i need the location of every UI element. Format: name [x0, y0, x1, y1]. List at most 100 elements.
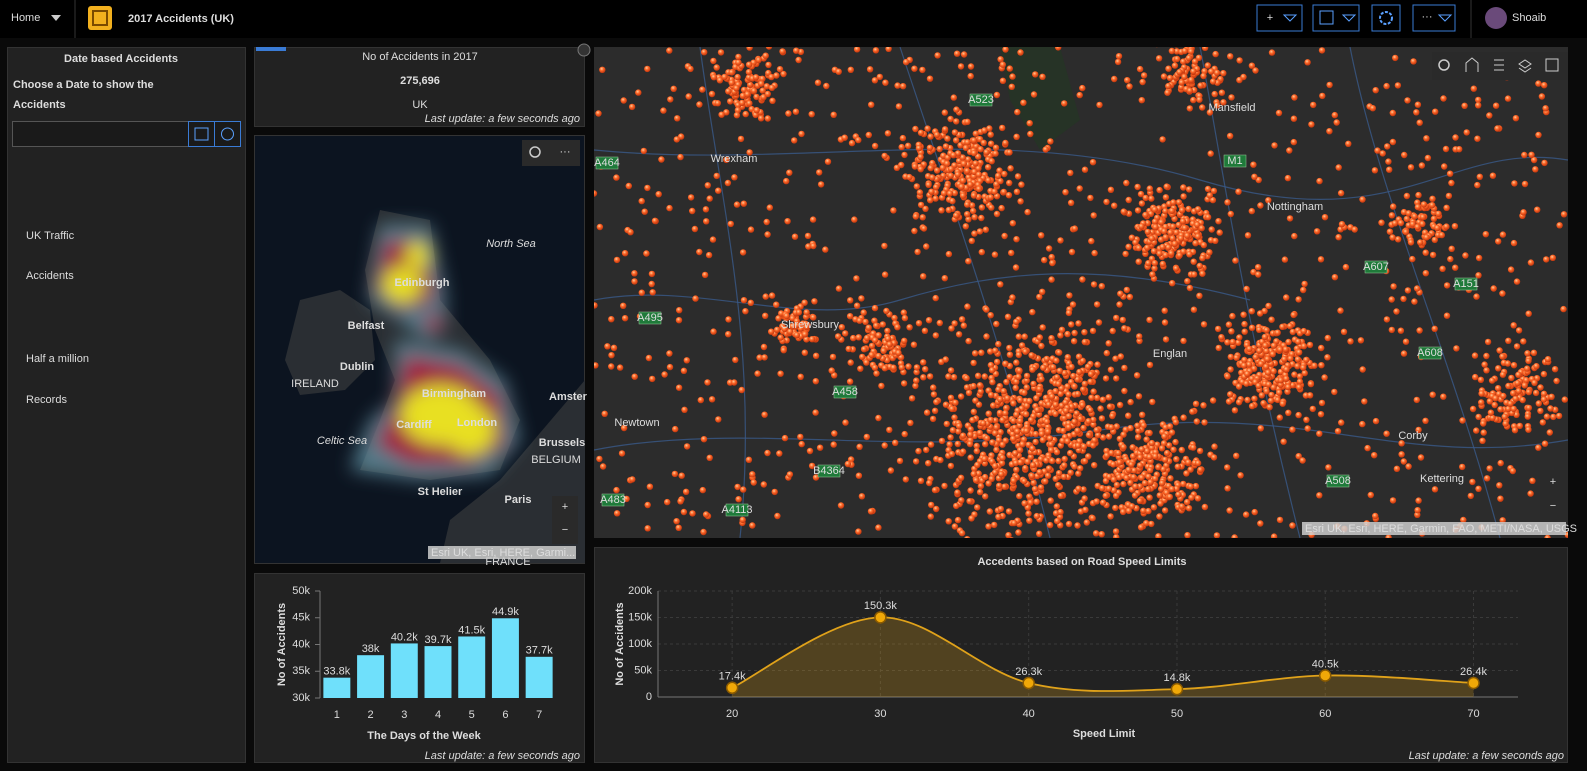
- home-icon[interactable]: [1465, 57, 1479, 72]
- accident-dot: [931, 486, 939, 494]
- accident-dot: [922, 366, 929, 373]
- accident-dot: [1146, 429, 1153, 437]
- zoom-out[interactable]: −: [1550, 500, 1556, 512]
- settings-icon[interactable]: [1379, 11, 1393, 25]
- accident-dot: [1015, 333, 1022, 340]
- user-avatar[interactable]: [1485, 7, 1507, 29]
- accident-dot: [1301, 280, 1308, 288]
- accident-dot: [1013, 236, 1020, 243]
- accident-dot: [1125, 412, 1132, 419]
- accident-dot: [1000, 188, 1007, 196]
- accident-dot: [1422, 249, 1429, 256]
- accident-dot: [677, 498, 684, 505]
- accident-dot: [1136, 337, 1143, 345]
- calendar-icon[interactable]: [194, 127, 209, 141]
- accident-dot: [1173, 229, 1180, 236]
- zoom-in[interactable]: +: [1550, 476, 1556, 488]
- accident-dot: [945, 518, 952, 525]
- more-button[interactable]: [1412, 4, 1456, 32]
- save-icon[interactable]: [1319, 10, 1334, 25]
- accident-dot: [1534, 206, 1541, 213]
- accident-dot: [873, 370, 880, 377]
- accident-dot: [1215, 218, 1222, 225]
- layers-icon[interactable]: [1518, 59, 1532, 73]
- add-button[interactable]: [1256, 4, 1303, 32]
- basemap-icon[interactable]: [1545, 58, 1559, 72]
- accident-dot: [1120, 208, 1127, 215]
- accident-dot: [881, 442, 888, 449]
- panel-handle[interactable]: [577, 43, 591, 57]
- accident-dot: [907, 419, 914, 427]
- search-icon[interactable]: [1438, 59, 1450, 71]
- list-icon[interactable]: [1494, 59, 1504, 71]
- zoom-out[interactable]: −: [562, 524, 568, 536]
- accident-dot: [1042, 478, 1049, 485]
- accident-dot: [1001, 232, 1008, 240]
- home-caret[interactable]: [51, 15, 61, 21]
- accident-dot: [1015, 351, 1022, 359]
- accident-dot: [1192, 400, 1200, 407]
- search-icon[interactable]: [529, 146, 541, 158]
- accident-dot: [881, 365, 888, 372]
- accident-dot: [1280, 438, 1287, 445]
- accident-dot: [731, 174, 738, 181]
- calendar-button[interactable]: [188, 121, 215, 147]
- accident-dot: [680, 508, 688, 516]
- accident-dot: [1088, 394, 1095, 401]
- accident-dot: [934, 52, 941, 59]
- more-caret[interactable]: [1437, 14, 1453, 22]
- x-tick-label: 5: [469, 709, 475, 721]
- accident-dot: [649, 289, 656, 296]
- accident-dot: [1111, 202, 1118, 209]
- settings-button[interactable]: [1371, 4, 1401, 32]
- accident-dot: [1016, 367, 1023, 374]
- accident-dot: [1384, 143, 1391, 150]
- zoom-control: [1540, 470, 1568, 520]
- add-caret[interactable]: [1282, 14, 1298, 22]
- accident-dot: [969, 416, 976, 424]
- accident-dot: [985, 177, 992, 184]
- accident-dot: [1117, 353, 1125, 360]
- accident-dot: [1146, 453, 1153, 461]
- accident-dot: [674, 115, 681, 122]
- save-button[interactable]: [1312, 4, 1360, 32]
- save-caret[interactable]: [1341, 14, 1357, 22]
- accident-dot: [1183, 470, 1190, 477]
- zoom-in[interactable]: +: [562, 501, 568, 513]
- accident-dot: [1512, 395, 1519, 402]
- accident-dot: [1443, 282, 1451, 289]
- clock-icon[interactable]: [221, 127, 234, 141]
- accident-dot: [1162, 207, 1169, 215]
- accident-dot: [744, 91, 751, 98]
- accident-dot: [1131, 492, 1139, 499]
- accident-dot: [1482, 231, 1490, 238]
- accident-dot: [1087, 378, 1094, 385]
- accident-dot: [999, 124, 1006, 132]
- user-name[interactable]: Shoaib: [1512, 12, 1546, 24]
- date-input[interactable]: [12, 121, 189, 147]
- home-menu[interactable]: Home: [11, 12, 40, 24]
- accident-dot: [1162, 251, 1169, 259]
- road-label: A607: [1363, 261, 1389, 273]
- accident-dot: [964, 536, 971, 538]
- accident-dot: [775, 315, 782, 322]
- add-icon[interactable]: +: [1267, 12, 1273, 24]
- accident-dot: [1235, 188, 1242, 195]
- accident-dot: [1098, 531, 1105, 538]
- accident-dot: [983, 149, 990, 156]
- accident-dot: [1081, 338, 1089, 346]
- accident-dot: [970, 359, 977, 367]
- accident-dot: [829, 353, 837, 361]
- accident-dot: [1180, 337, 1187, 345]
- accident-dot: [1146, 467, 1154, 474]
- accident-dot: [926, 373, 934, 380]
- accident-dot: [1423, 234, 1430, 241]
- more-icon[interactable]: ···: [560, 146, 571, 158]
- y-axis-label: No of Accidents: [614, 602, 626, 685]
- accident-dot: [1187, 483, 1194, 490]
- x-tick-label: 60: [1319, 708, 1331, 720]
- accident-dot: [1157, 500, 1164, 507]
- accident-dot: [627, 229, 634, 236]
- time-button[interactable]: [214, 121, 241, 147]
- more-icon[interactable]: ···: [1422, 11, 1433, 23]
